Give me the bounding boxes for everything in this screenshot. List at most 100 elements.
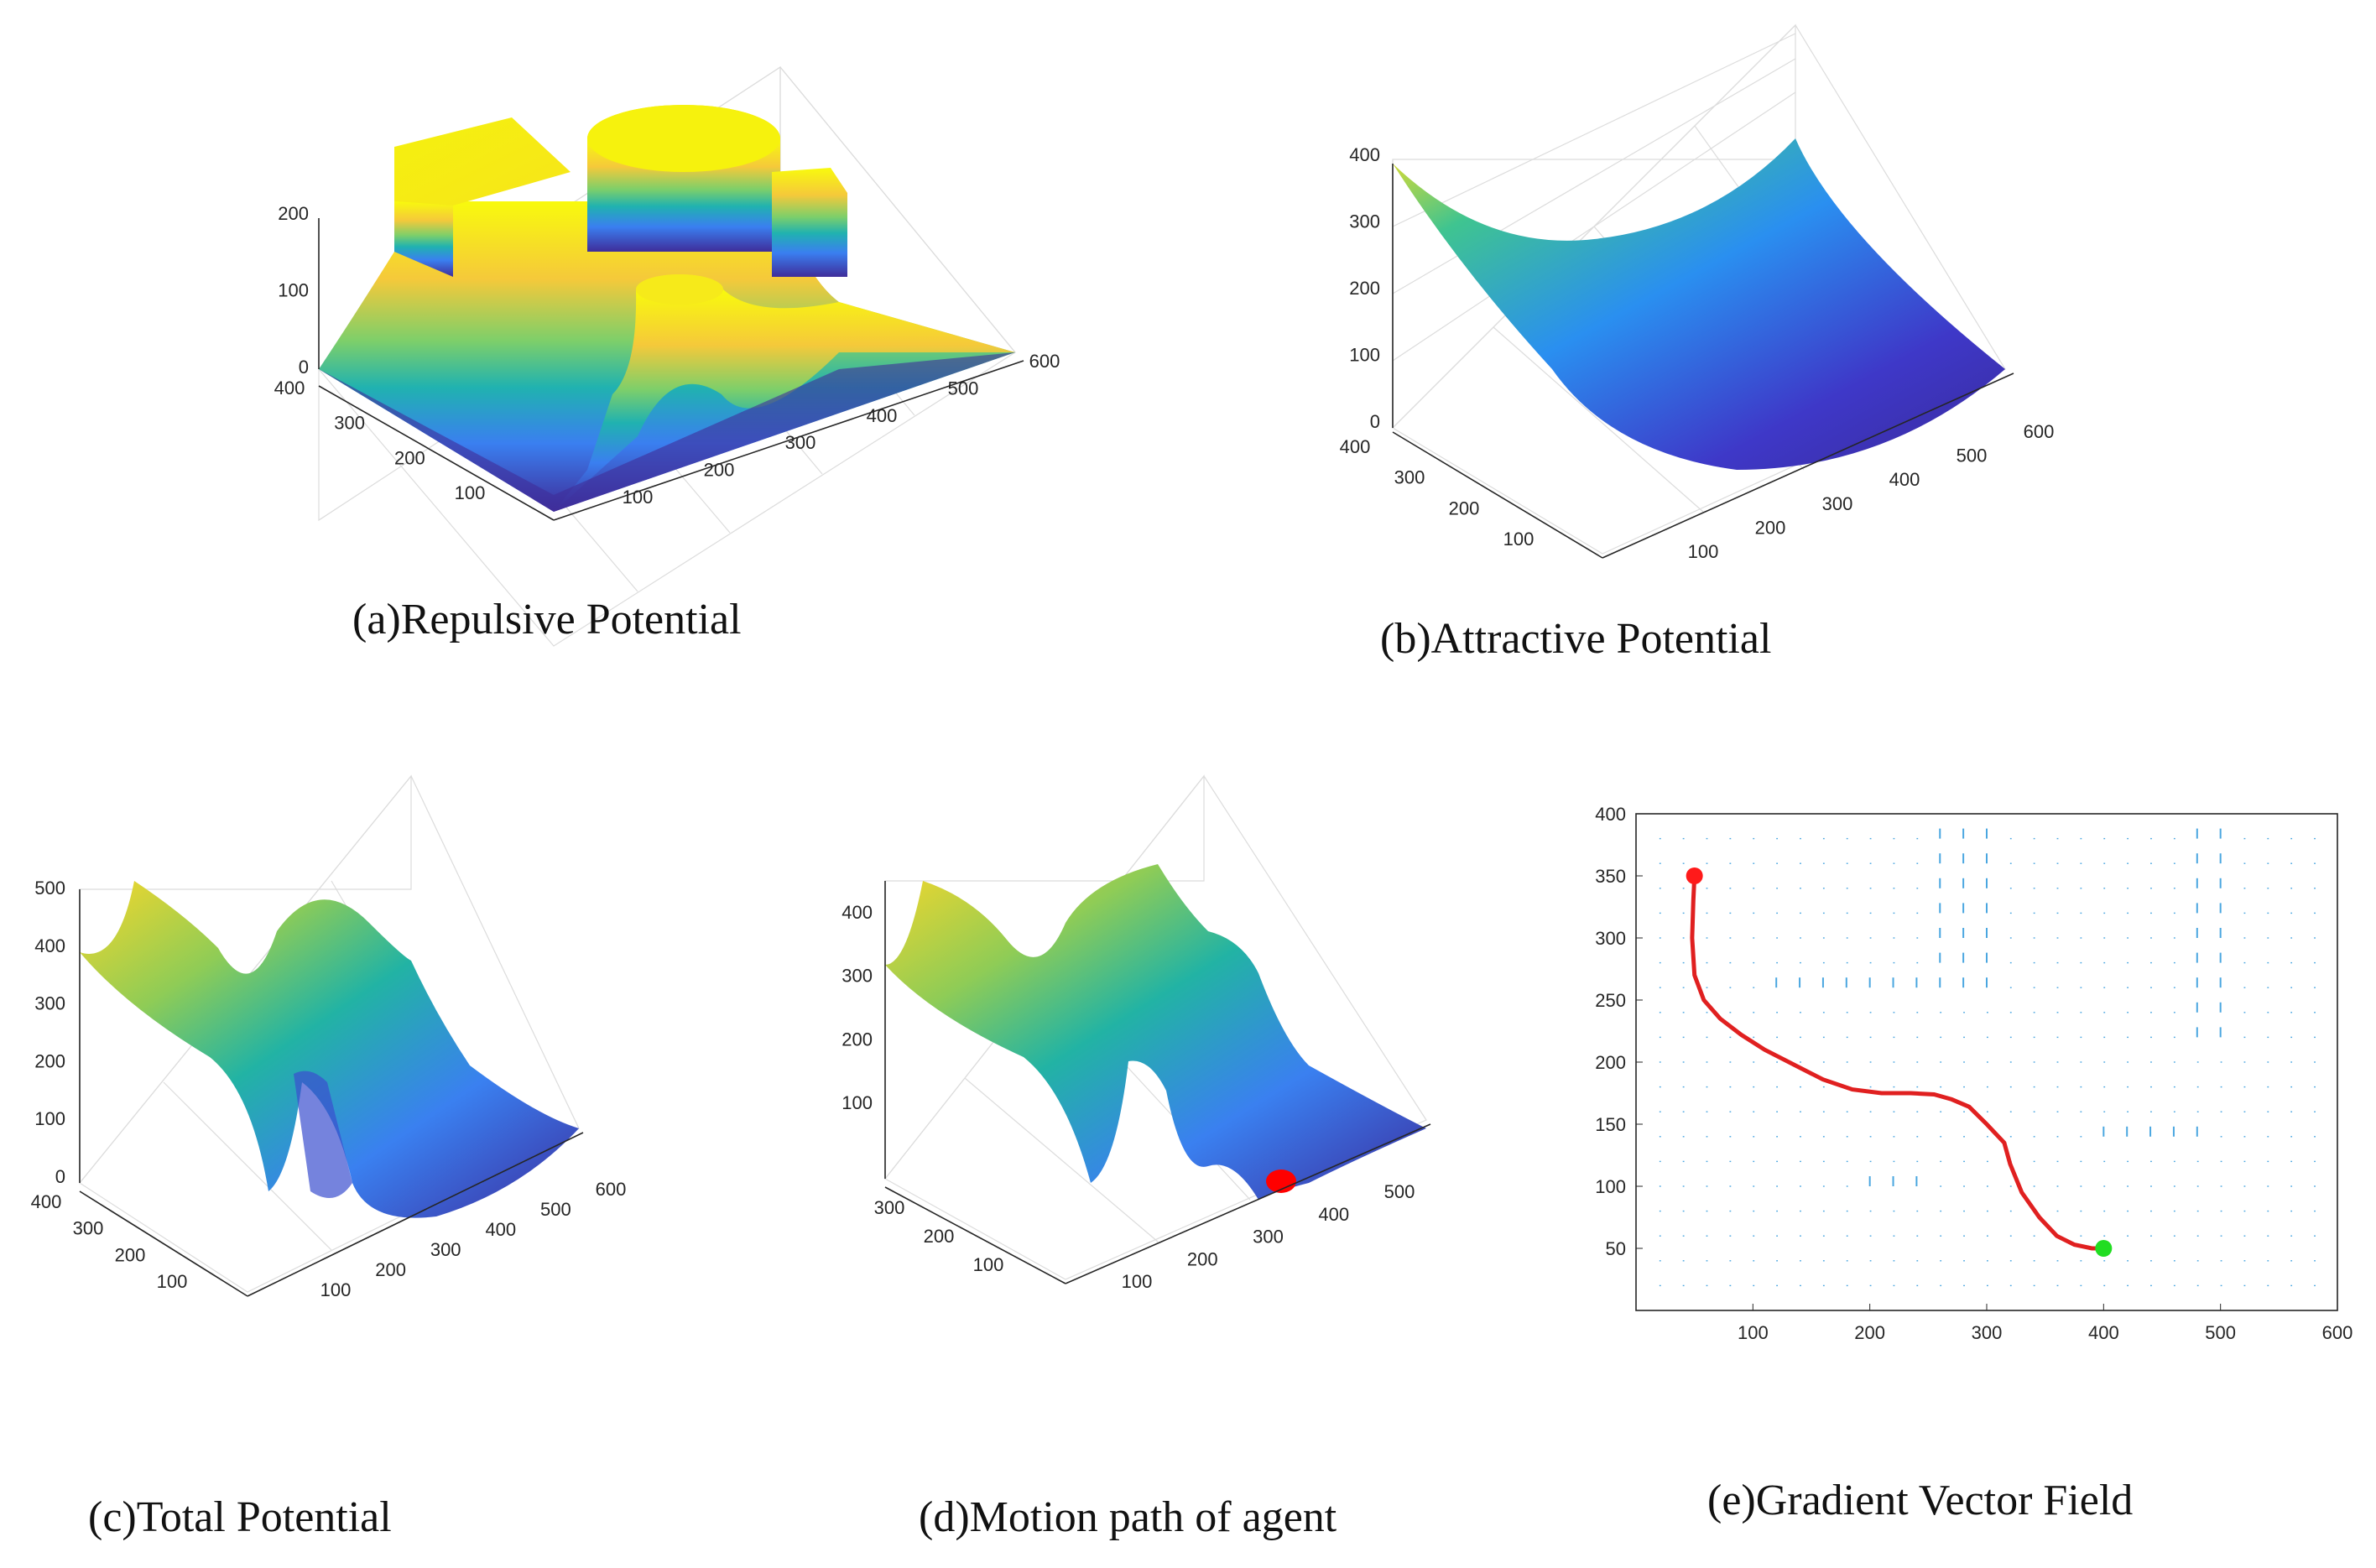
panel-e: 100 200 300 400 500 600 50 100 150 200 250 300 350 40… bbox=[1595, 804, 2353, 1524]
panel-e-y-tick: 50 bbox=[1606, 1238, 1626, 1259]
panel-d-z-tick: 400 bbox=[842, 902, 873, 923]
panel-c-surface bbox=[80, 881, 579, 1218]
panel-e-x-tick: 500 bbox=[2205, 1322, 2236, 1343]
panel-b-surface bbox=[1393, 138, 2005, 470]
panel-a-caption: (a)Repulsive Potential bbox=[352, 596, 742, 643]
panel-b-axes bbox=[1392, 164, 2014, 559]
panel-a-y-tick: 400 bbox=[274, 378, 305, 399]
panel-e-caption: (e)Gradient Vector Field bbox=[1707, 1477, 2133, 1524]
panel-c-z-tick: 100 bbox=[34, 1108, 65, 1129]
panel-d-z-tick: 100 bbox=[842, 1092, 873, 1113]
panel-d-x-tick: 100 bbox=[1122, 1271, 1153, 1292]
panel-c-x-tick: 600 bbox=[596, 1179, 627, 1200]
panel-e-y-tick: 150 bbox=[1595, 1114, 1626, 1135]
panel-a-z-tick: 200 bbox=[278, 203, 309, 224]
panel-a-x-tick: 600 bbox=[1029, 351, 1060, 372]
panel-b-x-tick: 200 bbox=[1755, 517, 1786, 538]
panel-c-ticks: 100 200 300 400 500 600 100 200 300 400 0 100 200 300… bbox=[31, 878, 627, 1300]
panel-b-z-tick: 400 bbox=[1349, 144, 1380, 165]
panel-c-y-tick: 200 bbox=[115, 1244, 146, 1265]
panel-e-y-tick: 400 bbox=[1595, 804, 1626, 825]
panel-a-x-tick: 200 bbox=[704, 460, 735, 481]
panel-b-caption: (b)Attractive Potential bbox=[1380, 615, 1771, 663]
panel-d-y-tick: 200 bbox=[924, 1226, 955, 1247]
panel-c-x-tick: 400 bbox=[485, 1219, 516, 1240]
panel-a-z-tick: 100 bbox=[278, 280, 309, 301]
panel-d-ticks: 100 200 300 400 500 100 200 300 100 200 300 400 bbox=[842, 902, 1415, 1292]
panel-a-y-tick: 300 bbox=[334, 413, 365, 434]
panel-b-z-tick: 300 bbox=[1349, 211, 1380, 232]
panel-d-x-tick: 200 bbox=[1187, 1248, 1218, 1269]
panel-e-x-tick: 600 bbox=[2322, 1322, 2353, 1343]
panel-c-axes bbox=[79, 889, 584, 1297]
panel-c-x-tick: 300 bbox=[430, 1239, 461, 1260]
panel-a-y-tick: 200 bbox=[394, 447, 425, 468]
panel-a-axes bbox=[318, 218, 1024, 521]
panel-e-x-tick: 400 bbox=[2088, 1322, 2119, 1343]
panel-e-vector-field bbox=[1659, 828, 2316, 1287]
panel-c-caption: (c)Total Potential bbox=[88, 1493, 392, 1541]
panel-d-y-tick: 300 bbox=[874, 1197, 905, 1218]
panel-d-x-tick: 400 bbox=[1318, 1204, 1349, 1225]
panel-e-y-tick: 300 bbox=[1595, 928, 1626, 949]
panel-c-y-tick: 300 bbox=[73, 1218, 104, 1239]
panel-b-x-tick: 400 bbox=[1889, 469, 1920, 490]
panel-b-y-tick: 200 bbox=[1449, 497, 1480, 518]
panel-c-x-tick: 100 bbox=[320, 1279, 352, 1300]
panel-a-z-tick: 0 bbox=[299, 357, 309, 378]
panel-e-y-tick: 100 bbox=[1595, 1176, 1626, 1197]
panel-d: 100 200 300 400 500 100 200 300 100 200 300 400 (d)… bbox=[842, 774, 1431, 1541]
panel-c-z-tick: 300 bbox=[34, 993, 65, 1014]
panel-b-x-tick: 300 bbox=[1822, 493, 1853, 514]
panel-e-ticks: 100 200 300 400 500 600 50 100 150 200 250 300 350 40… bbox=[1595, 804, 2353, 1343]
panel-b-y-tick: 400 bbox=[1340, 436, 1371, 457]
panel-a-plateau-left bbox=[394, 117, 571, 206]
panel-d-axes bbox=[884, 881, 1431, 1284]
panel-b-y-tick: 300 bbox=[1394, 467, 1425, 488]
panel-c-x-tick: 500 bbox=[540, 1199, 571, 1220]
panel-c-y-tick: 400 bbox=[31, 1191, 62, 1212]
panel-e-goal-point bbox=[2095, 1240, 2113, 1257]
panel-c-z-tick: 400 bbox=[34, 935, 65, 956]
panel-b-x-tick: 100 bbox=[1688, 541, 1719, 562]
panel-d-x-tick: 300 bbox=[1253, 1227, 1284, 1248]
panel-b-z-tick: 100 bbox=[1349, 345, 1380, 366]
panel-b-y-tick: 100 bbox=[1503, 529, 1534, 550]
panel-e-x-tick: 100 bbox=[1738, 1322, 1769, 1343]
panel-e-x-tick: 200 bbox=[1854, 1322, 1885, 1343]
panel-d-z-tick: 300 bbox=[842, 966, 873, 987]
panel-d-y-tick: 100 bbox=[973, 1254, 1004, 1275]
panel-a-x-tick: 500 bbox=[948, 378, 979, 399]
panel-a-x-tick: 100 bbox=[623, 487, 654, 508]
panel-e-y-tick: 200 bbox=[1595, 1052, 1626, 1073]
panel-e-y-tick: 250 bbox=[1595, 990, 1626, 1011]
panel-d-agent-marker bbox=[1266, 1169, 1296, 1193]
panel-d-surface bbox=[885, 864, 1426, 1200]
panel-c-y-tick: 100 bbox=[157, 1271, 188, 1292]
panel-a-x-tick: 400 bbox=[867, 405, 898, 426]
panel-b-z-tick: 0 bbox=[1370, 411, 1380, 432]
panel-d-x-tick: 500 bbox=[1384, 1181, 1415, 1202]
panel-e-x-tick: 300 bbox=[1972, 1322, 2003, 1343]
panel-b-x-tick: 500 bbox=[1957, 445, 1988, 466]
panel-c: 100 200 300 400 500 600 100 200 300 400 0 100 200 300… bbox=[31, 774, 627, 1541]
panel-b: 100 200 300 400 500 600 100 200 300 400 0 100 200 300… bbox=[1340, 23, 2055, 663]
panel-b-x-tick: 600 bbox=[2024, 421, 2055, 442]
panel-a-y-tick: 100 bbox=[455, 482, 486, 503]
panel-e-start-point bbox=[1686, 867, 1703, 884]
panel-e-motion-path bbox=[1690, 875, 2104, 1251]
panel-c-z-tick: 200 bbox=[34, 1050, 65, 1071]
panel-c-z-tick: 500 bbox=[34, 878, 65, 899]
panel-b-ticks: 100 200 300 400 500 600 100 200 300 400 0 100 200 300… bbox=[1340, 144, 2055, 562]
panel-a-surface bbox=[319, 105, 1015, 512]
panel-d-caption: (d)Motion path of agent bbox=[919, 1493, 1337, 1541]
panel-a-x-tick: 300 bbox=[785, 432, 816, 453]
panel-d-z-tick: 200 bbox=[842, 1029, 873, 1050]
panel-e-y-tick: 350 bbox=[1595, 866, 1626, 887]
panel-b-z-tick: 200 bbox=[1349, 278, 1380, 299]
panel-c-z-tick: 0 bbox=[55, 1166, 65, 1187]
panel-c-x-tick: 200 bbox=[375, 1259, 406, 1280]
